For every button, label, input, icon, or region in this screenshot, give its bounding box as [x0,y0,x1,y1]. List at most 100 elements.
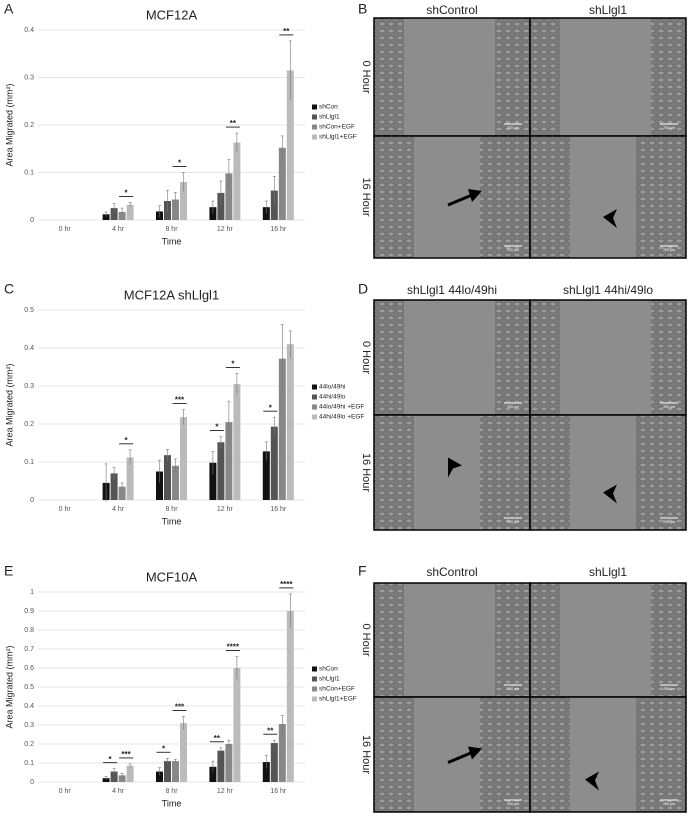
column-header: shLlgl1 [589,565,627,579]
column-header: shLlgl1 44hi/49lo [563,283,653,297]
y-tick-label: 0.1 [24,760,34,767]
x-tick-label: 4 hr [112,506,125,513]
frame [529,414,687,531]
y-axis-label: Area Migrated (mm²) [4,645,14,728]
x-tick-label: 4 hr [112,226,125,233]
x-tick-label: 0 hr [59,788,72,795]
y-tick-label: 0.9 [24,608,34,615]
legend-label: 44lo/49hi [319,384,345,391]
legend-label: shCon+EGF [319,686,355,693]
bar [156,771,163,782]
bar [225,744,233,782]
legend-swatch [312,686,317,692]
charts: A MCF12A Area Migrated (mm²) Time 0 0.1 0.2 0.3… [4,1,364,809]
bar [225,422,233,500]
bar [286,344,294,500]
bar [102,214,110,220]
arrowhead [603,484,617,504]
legend-label: shLlgl1+EGF [319,696,357,703]
bar [270,743,278,782]
bar [118,486,126,500]
x-tick-label: 12 hr [217,226,234,233]
y-tick-label: 1 [30,589,34,596]
bar [233,384,241,500]
y-tick-label: 0.1 [24,459,34,466]
significance-stars: * [178,159,182,168]
arrow [447,193,473,207]
chart-title: MCF10A [146,569,198,584]
wound-area [414,415,480,530]
arrowhead [603,209,617,228]
scale-bar-label: 200 µm [507,248,519,252]
bar [126,765,134,782]
y-tick-label: 0.6 [24,665,34,672]
scale-bar-label: 200 µm [663,248,675,252]
scale-bar-label: 200 µm [507,405,519,409]
x-tick-label: 0 hr [59,226,72,233]
y-tick-label: 0.1 [24,169,34,176]
chart-title: MCF12A [146,7,198,22]
legend-label: shLlgl1 [319,114,340,121]
legend-label: 44hi/49lo [319,394,346,401]
x-tick-label: 16 hr [270,506,287,513]
x-tick-label: 8 hr [165,226,178,233]
row-label: 16 Hour [360,177,372,216]
bar [217,442,225,500]
y-tick-label: 0.7 [24,646,34,653]
significance-stars: * [231,360,235,369]
legend-swatch [312,404,317,410]
y-tick-label: 0 [30,497,34,504]
arrowhead [468,746,482,760]
row-label: 16 Hour [360,453,372,492]
wound-area [570,697,636,812]
bar [233,668,241,782]
wound-area [570,415,636,530]
row-label: 0 Hour [360,341,372,374]
wound-area [404,300,495,415]
legend-swatch [312,104,317,110]
bar [118,211,126,220]
scale-bar-label: 200 µm [663,405,675,409]
significance-stars: * [269,403,273,412]
significance-stars: *** [121,750,131,759]
bar [126,204,134,220]
bar [286,70,294,220]
scale-bar-label: 200 µm [507,802,519,806]
x-axis-label: Time [162,798,182,808]
row-label: 0 Hour [360,623,372,656]
y-tick-label: 0.5 [24,684,34,691]
y-tick-label: 0.4 [24,345,34,352]
column-header: shControl [426,3,477,17]
significance-stars: ** [283,27,290,36]
bar [209,207,217,220]
y-tick-label: 0.3 [24,722,34,729]
legend-swatch [312,384,317,390]
y-tick-label: 0.4 [24,27,34,34]
panel-letter: A [4,1,14,17]
bar [180,417,187,500]
bar [156,471,163,500]
x-tick-label: 8 hr [165,788,178,795]
row-label: 16 Hour [360,735,372,774]
bar [102,778,110,782]
x-tick-label: 16 hr [270,788,287,795]
legend-label: 44hi/49lo +EGF [319,414,364,421]
scale-bar-label: 200 µm [663,687,675,691]
bar [164,455,171,500]
bar [180,182,187,220]
significance-stars: * [125,189,129,198]
x-axis-label: Time [162,236,182,246]
bar [180,723,187,782]
arrow [447,751,473,764]
scale-bar-label: 200 µm [507,126,519,130]
bar [126,457,134,500]
arrowhead [585,771,599,791]
bar [172,199,179,220]
bar [209,766,217,782]
wound-area [560,583,651,697]
x-tick-label: 12 hr [217,788,234,795]
frame [529,696,687,813]
bar [110,208,118,220]
bar [262,762,270,782]
